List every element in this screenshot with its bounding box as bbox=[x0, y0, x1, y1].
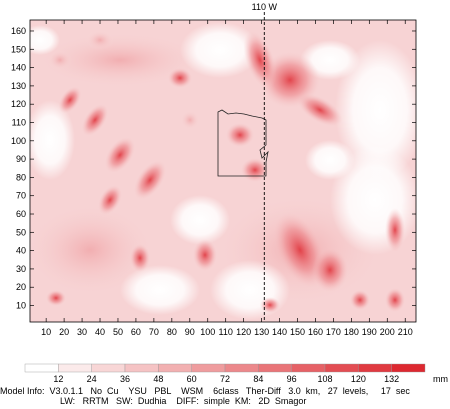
y-tick-label: 130 bbox=[11, 81, 26, 91]
y-axis: 10 20 30 40 50 60 70 80 90 100 110 120 130 140 150 160 bbox=[11, 26, 416, 311]
legend-label: 72 bbox=[220, 374, 230, 384]
x-axis: 10 20 30 40 50 60 70 80 90 100 110 120 130 140 150 160 1… bbox=[41, 20, 413, 337]
legend-label: 120 bbox=[351, 374, 366, 384]
legend-swatch bbox=[258, 363, 292, 373]
x-tick-label: 120 bbox=[236, 327, 251, 337]
x-tick-label: 60 bbox=[131, 327, 141, 337]
legend-swatch bbox=[391, 363, 426, 373]
y-tick-label: 160 bbox=[11, 26, 26, 36]
x-tick-label: 210 bbox=[398, 327, 413, 337]
meridian-label: 110 W bbox=[252, 2, 278, 12]
x-tick-label: 100 bbox=[200, 327, 215, 337]
x-tick-label: 180 bbox=[344, 327, 359, 337]
legend-swatch bbox=[191, 363, 226, 373]
y-tick-label: 20 bbox=[16, 282, 26, 292]
legend-swatch bbox=[158, 363, 192, 373]
x-tick-label: 80 bbox=[167, 327, 177, 337]
legend-label: 96 bbox=[287, 374, 297, 384]
legend-swatch bbox=[124, 363, 159, 373]
legend-swatch bbox=[224, 363, 259, 373]
legend-label: 60 bbox=[187, 374, 197, 384]
y-tick-label: 60 bbox=[16, 209, 26, 219]
y-tick-label: 40 bbox=[16, 246, 26, 256]
y-tick-label: 50 bbox=[16, 227, 26, 237]
legend-swatch bbox=[358, 363, 392, 373]
x-tick-label: 50 bbox=[113, 327, 123, 337]
plot-frame bbox=[29, 19, 417, 323]
x-tick-label: 20 bbox=[59, 327, 69, 337]
precipitation-field bbox=[30, 20, 416, 322]
legend-swatch bbox=[58, 363, 92, 373]
x-tick-label: 170 bbox=[326, 327, 341, 337]
x-tick-label: 160 bbox=[308, 327, 323, 337]
legend-unit: mm bbox=[433, 374, 448, 384]
x-tick-label: 130 bbox=[254, 327, 269, 337]
y-tick-label: 150 bbox=[11, 44, 26, 54]
y-tick-label: 90 bbox=[16, 154, 26, 164]
y-tick-label: 70 bbox=[16, 191, 26, 201]
x-tick-label: 150 bbox=[290, 327, 305, 337]
legend-swatch bbox=[291, 363, 326, 373]
model-info-line-1: Model Info: V3.0.1.1 No Cu YSU PBL WSM 6… bbox=[0, 386, 410, 396]
x-tick-label: 140 bbox=[272, 327, 287, 337]
legend-label: 24 bbox=[87, 374, 97, 384]
model-info-line-2: LW: RRTM SW: Dudhia DIFF: simple KM: 2D … bbox=[60, 396, 307, 406]
x-tick-label: 190 bbox=[362, 327, 377, 337]
x-tick-label: 10 bbox=[41, 327, 51, 337]
y-tick-label: 140 bbox=[11, 63, 26, 73]
precipitation-legend: 12 24 36 48 60 72 84 96 108 120 132 mm bbox=[24, 363, 448, 384]
y-tick-label: 80 bbox=[16, 172, 26, 182]
x-tick-label: 30 bbox=[77, 327, 87, 337]
x-tick-label: 90 bbox=[185, 327, 195, 337]
legend-label: 84 bbox=[253, 374, 263, 384]
x-tick-label: 110 bbox=[219, 327, 233, 337]
x-tick-label: 70 bbox=[149, 327, 159, 337]
y-tick-label: 110 bbox=[12, 117, 26, 127]
legend-swatch bbox=[24, 363, 59, 373]
legend-swatch bbox=[91, 363, 126, 373]
y-tick-label: 120 bbox=[11, 99, 26, 109]
state-outline bbox=[217, 109, 269, 177]
legend-label: 12 bbox=[53, 374, 63, 384]
legend-label: 132 bbox=[384, 374, 399, 384]
y-tick-label: 100 bbox=[11, 136, 26, 146]
legend-label: 48 bbox=[153, 374, 163, 384]
y-tick-label: 10 bbox=[16, 301, 26, 311]
legend-label: 108 bbox=[317, 374, 332, 384]
x-tick-label: 40 bbox=[95, 327, 105, 337]
y-tick-label: 30 bbox=[16, 264, 26, 274]
legend-swatch bbox=[324, 363, 359, 373]
legend-label: 36 bbox=[120, 374, 130, 384]
x-tick-label: 200 bbox=[380, 327, 395, 337]
